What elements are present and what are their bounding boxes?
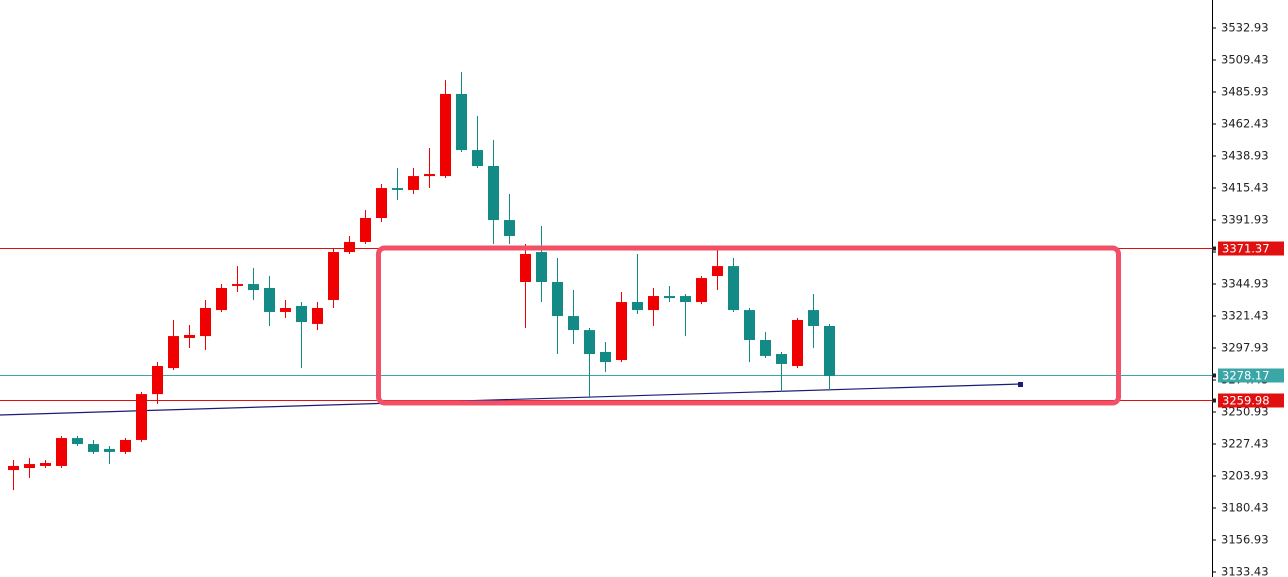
candle-body xyxy=(232,284,243,286)
price-label: 3259.98 xyxy=(1222,394,1270,408)
price-label: 3278.17 xyxy=(1222,369,1270,383)
candle-body xyxy=(760,340,771,356)
candle-body xyxy=(56,438,67,466)
candle-body xyxy=(552,282,563,317)
candle-body xyxy=(360,218,371,242)
y-tick-label: 3227.43 xyxy=(1221,437,1269,451)
candle-body xyxy=(792,319,803,367)
y-tick-label: 3509.43 xyxy=(1221,53,1269,67)
candle-body xyxy=(72,438,83,445)
trend-line xyxy=(0,383,1021,416)
price-label-box xyxy=(1218,241,1284,256)
candle-body xyxy=(152,366,163,395)
candle-body xyxy=(632,302,643,311)
candle-body xyxy=(472,150,483,166)
y-tick-label: 3344.93 xyxy=(1221,277,1269,291)
y-tick-label: 3297.93 xyxy=(1221,341,1269,355)
price-label-dot xyxy=(1212,398,1216,403)
y-tick-label: 3391.93 xyxy=(1221,213,1269,227)
price-label-box xyxy=(1218,368,1284,383)
candle-body xyxy=(264,287,275,312)
candle-body xyxy=(664,296,675,299)
y-tick-label: 3438.93 xyxy=(1221,149,1269,163)
candle-body xyxy=(120,439,131,452)
candle-body xyxy=(392,188,403,190)
y-tick-label: 3532.93 xyxy=(1221,21,1269,35)
candle-body xyxy=(520,253,531,283)
candle-body xyxy=(8,465,19,471)
candle-group xyxy=(8,72,835,491)
candle-body xyxy=(744,310,755,341)
y-tick-label: 3321.43 xyxy=(1221,309,1269,323)
candle-body xyxy=(88,444,99,452)
candle-body xyxy=(344,241,355,253)
candle-body xyxy=(184,334,195,338)
candle-body xyxy=(376,188,387,219)
candle-body xyxy=(40,462,51,466)
candle-body xyxy=(504,220,515,236)
candle-body xyxy=(296,305,307,323)
candle-body xyxy=(824,325,835,376)
candle-body xyxy=(584,330,595,355)
candle-body xyxy=(216,287,227,311)
y-tick-label: 3485.93 xyxy=(1221,85,1269,99)
y-tick-label: 3203.93 xyxy=(1221,469,1269,483)
candle-body xyxy=(648,296,659,311)
candle-body xyxy=(200,308,211,337)
candle-body xyxy=(616,302,627,361)
candle-body xyxy=(168,336,179,369)
candle-body xyxy=(680,296,691,303)
candle-body xyxy=(712,266,723,277)
tick-group: 3133.43 3156.93 3180.43 3203.93 3227.43 3250.… xyxy=(1212,21,1269,577)
price-label-dot xyxy=(1212,246,1216,251)
y-tick-label: 3133.43 xyxy=(1221,565,1269,577)
candle-body xyxy=(104,448,115,452)
candle-body xyxy=(136,394,147,440)
candle-body xyxy=(536,252,547,283)
candle-body xyxy=(488,165,499,221)
y-tick-label: 3415.43 xyxy=(1221,181,1269,195)
price-label-dot xyxy=(1212,373,1216,378)
candle-body xyxy=(424,174,435,177)
candle-body xyxy=(408,176,419,190)
price-label: 3371.37 xyxy=(1222,242,1270,256)
candle-body xyxy=(728,266,739,311)
y-tick-label: 3156.93 xyxy=(1221,533,1269,547)
candle-body xyxy=(248,284,259,291)
candle-body xyxy=(600,351,611,363)
level-label-group: 3371.37 3278.17 3259.98 xyxy=(1212,241,1284,408)
trend-handle xyxy=(1018,382,1023,387)
candle-body xyxy=(440,93,451,177)
y-tick-label: 3180.43 xyxy=(1221,501,1269,515)
candle-body xyxy=(808,310,819,326)
candle-body xyxy=(776,354,787,364)
candle-body xyxy=(568,316,579,331)
candle-body xyxy=(24,464,35,469)
range-box xyxy=(376,245,1121,406)
price-label-box xyxy=(1218,393,1284,408)
candle-body xyxy=(328,252,339,300)
candle-body xyxy=(456,93,467,151)
candle-body xyxy=(696,278,707,303)
candle-body xyxy=(312,308,323,324)
y-tick-label: 3250.93 xyxy=(1221,405,1269,419)
level-group xyxy=(0,248,1212,401)
y-tick-label: 3462.43 xyxy=(1221,117,1269,131)
candle-body xyxy=(280,308,291,312)
